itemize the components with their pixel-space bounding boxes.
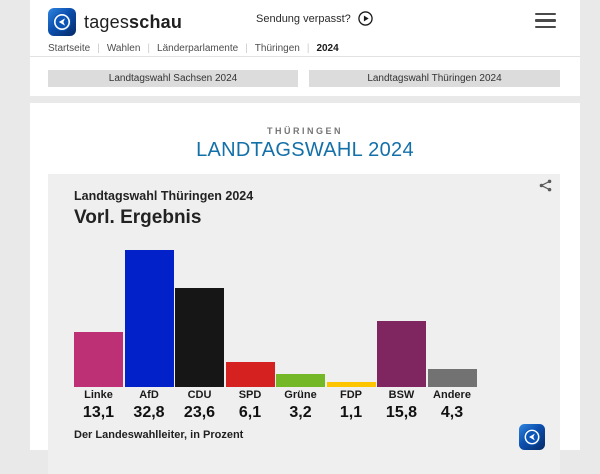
bar-label-bsw: BSW bbox=[388, 389, 415, 401]
bar-label-afd: AfD bbox=[139, 389, 159, 401]
brand-text: tagesschau bbox=[84, 12, 182, 33]
breadcrumb-item-wahlen[interactable]: Wahlen bbox=[106, 42, 141, 54]
sendung-verpasst-link[interactable]: Sendung verpasst? bbox=[256, 11, 373, 26]
main-section: THÜRINGEN LANDTAGSWAHL 2024 Landtagswahl… bbox=[30, 103, 580, 474]
tab-landtagswahl-sachsen[interactable]: Landtagswahl Sachsen 2024 bbox=[48, 70, 298, 87]
bar-values-row: 13,1 32,8 23,6 6,1 3,2 1,1 15,8 4,3 bbox=[74, 404, 477, 422]
chart-source: Der Landeswahlleiter, in Prozent bbox=[74, 429, 244, 441]
bar-value-linke: 13,1 bbox=[82, 404, 115, 421]
bar-grüne bbox=[276, 373, 325, 387]
bar-value-andere: 4,3 bbox=[440, 404, 464, 421]
breadcrumb: Startseite | Wahlen | Länderparlamente | Thüri… bbox=[30, 40, 580, 57]
bar-label-linke: Linke bbox=[84, 389, 113, 401]
bar-label-cdu: CDU bbox=[187, 389, 212, 401]
bar-column-cdu bbox=[175, 247, 224, 387]
result-chart-card: Landtagswahl Thüringen 2024 Vorl. Ergebn… bbox=[48, 174, 560, 474]
bar-column-grüne bbox=[276, 247, 325, 387]
breadcrumb-separator: | bbox=[306, 42, 310, 54]
bar-chart bbox=[74, 247, 477, 387]
page-kicker: THÜRINGEN bbox=[267, 126, 343, 136]
bar-column-linke bbox=[74, 247, 123, 387]
tagesschau-globe-icon bbox=[48, 8, 76, 36]
tagesschau-logo[interactable]: tagesschau bbox=[48, 8, 182, 36]
sendung-verpasst-label: Sendung verpasst? bbox=[256, 12, 351, 25]
brand-part2: schau bbox=[129, 11, 183, 32]
bar-value-cdu: 23,6 bbox=[183, 404, 216, 421]
breadcrumb-item-länderparlamente[interactable]: Länderparlamente bbox=[157, 42, 239, 54]
chart-title: Landtagswahl Thüringen 2024 bbox=[74, 189, 254, 203]
bar-column-andere bbox=[427, 247, 477, 387]
breadcrumb-item-thüringen[interactable]: Thüringen bbox=[254, 42, 300, 54]
page-title: LANDTAGSWAHL 2024 bbox=[196, 139, 414, 161]
chart-subtitle: Vorl. Ergebnis bbox=[74, 207, 202, 228]
bar-label-spd: SPD bbox=[238, 389, 262, 401]
election-tabs: Landtagswahl Sachsen 2024 Landtagswahl T… bbox=[30, 70, 580, 87]
bar-value-afd: 32,8 bbox=[133, 404, 165, 421]
breadcrumb-separator: | bbox=[245, 42, 248, 54]
menu-icon[interactable] bbox=[535, 13, 556, 28]
bar-label-fdp: FDP bbox=[340, 389, 362, 401]
bar-cdu bbox=[175, 288, 224, 387]
bar-label-grüne: Grüne bbox=[284, 389, 317, 401]
bar-label-andere: Andere bbox=[433, 389, 471, 401]
brand-part1: tages bbox=[84, 11, 130, 32]
bar-column-bsw bbox=[377, 247, 426, 387]
header-row: tagesschau Sendung verpasst? bbox=[30, 0, 580, 40]
bar-labels-row: Linke AfD CDU SPD Grüne FDP BSW Andere bbox=[74, 389, 477, 401]
bar-value-grüne: 3,2 bbox=[289, 404, 312, 421]
breadcrumb-separator: | bbox=[97, 42, 100, 54]
bar-column-spd bbox=[225, 247, 275, 387]
tab-landtagswahl-thueringen[interactable]: Landtagswahl Thüringen 2024 bbox=[309, 70, 560, 87]
bar-column-afd bbox=[124, 247, 174, 387]
bar-bsw bbox=[377, 321, 426, 387]
bar-column-fdp bbox=[326, 247, 376, 387]
bar-spd bbox=[225, 361, 275, 387]
bar-value-bsw: 15,8 bbox=[385, 404, 418, 421]
bar-afd bbox=[124, 249, 174, 387]
breadcrumb-item-2024[interactable]: 2024 bbox=[316, 42, 339, 54]
breadcrumb-item-startseite[interactable]: Startseite bbox=[48, 42, 91, 54]
breadcrumb-separator: | bbox=[147, 42, 151, 54]
play-icon[interactable] bbox=[358, 11, 373, 26]
bar-fdp bbox=[326, 382, 376, 387]
bar-linke bbox=[74, 332, 123, 387]
tagesschau-watermark-icon bbox=[519, 424, 545, 450]
bar-value-spd: 6,1 bbox=[238, 404, 262, 421]
header-section: tagesschau Sendung verpasst? Startseite |… bbox=[30, 0, 580, 96]
bar-andere bbox=[427, 369, 477, 387]
bar-value-fdp: 1,1 bbox=[339, 404, 363, 421]
share-icon[interactable] bbox=[538, 178, 553, 193]
